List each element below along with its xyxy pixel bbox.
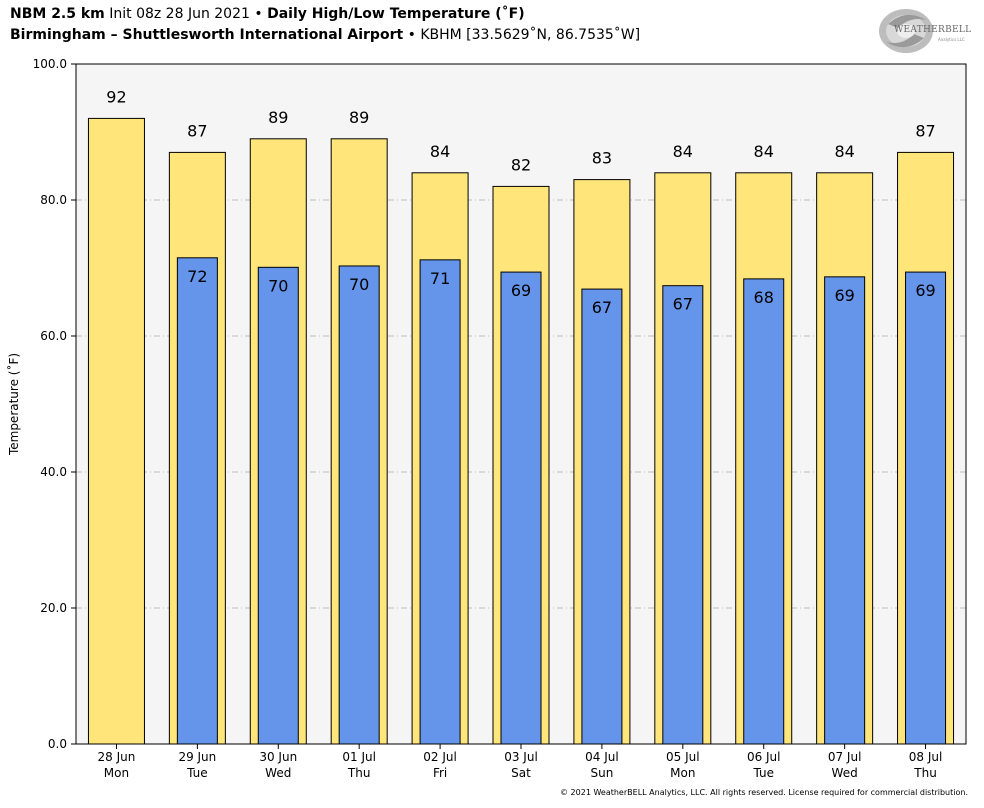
low-temp-bar: [581, 288, 623, 745]
high-temp-label: 87: [915, 121, 935, 140]
x-tick-label-day: Mon: [104, 766, 129, 780]
high-temp-label: 89: [349, 108, 369, 127]
x-tick-label-day: Sat: [511, 766, 531, 780]
model-name: NBM 2.5 km: [10, 6, 105, 22]
x-tick-label-date: 08 Jul: [909, 750, 943, 764]
plot-frame: [75, 63, 967, 745]
x-tick-label-date: 03 Jul: [504, 750, 538, 764]
high-temp-label: 84: [754, 142, 774, 161]
low-temp-bar: [500, 271, 542, 745]
low-temp-label: 70: [349, 275, 369, 294]
high-temp-bar: [87, 117, 145, 745]
weatherbell-logo: WEATHERBELL Analytics LLC: [876, 6, 972, 56]
low-temp-label: 67: [592, 298, 612, 317]
high-temp-label: 84: [834, 142, 854, 161]
y-axis-label: Temperature (˚F): [6, 353, 21, 456]
x-tick-label-date: 06 Jul: [747, 750, 781, 764]
high-temp-label: 89: [268, 108, 288, 127]
low-temp-bar: [824, 276, 866, 745]
low-temp-label: 70: [268, 276, 288, 295]
low-temp-label: 69: [511, 281, 531, 300]
x-tick-label-day: Fri: [433, 766, 447, 780]
low-temp-bar: [419, 259, 461, 745]
x-tick-label-date: 30 Jun: [259, 750, 297, 764]
low-temp-bar: [743, 278, 785, 745]
low-temp-bar: [905, 271, 947, 745]
low-temp-label: 71: [430, 269, 450, 288]
x-tick-label-day: Tue: [186, 766, 208, 780]
x-tick-label-date: 04 Jul: [585, 750, 619, 764]
high-temp-label: 82: [511, 155, 531, 174]
x-tick-label-day: Wed: [832, 766, 858, 780]
x-tick-label-day: Mon: [670, 766, 695, 780]
y-tick-label: 100.0: [33, 57, 67, 71]
low-temp-label: 68: [754, 288, 774, 307]
low-temp-label: 69: [834, 286, 854, 305]
low-temp-bar: [176, 257, 218, 745]
low-temp-label: 69: [915, 281, 935, 300]
high-temp-label: 92: [106, 87, 126, 106]
x-tick-label-day: Thu: [347, 766, 371, 780]
chart-header-line1: NBM 2.5 km Init 08z 28 Jun 2021 • Daily …: [10, 6, 525, 22]
y-tick-label: 40.0: [40, 465, 67, 479]
chart-title: Daily High/Low Temperature (˚F): [267, 6, 525, 22]
x-tick-label-date: 07 Jul: [828, 750, 862, 764]
x-tick-label-day: Tue: [752, 766, 774, 780]
x-tick-label-day: Thu: [913, 766, 937, 780]
low-temp-label: 67: [673, 295, 693, 314]
high-temp-label: 84: [673, 142, 693, 161]
logo-text: WEATHERBELL: [894, 25, 972, 35]
x-tick-label-date: 28 Jun: [98, 750, 136, 764]
weatherbell-swirl-icon: [879, 9, 933, 53]
header-separator: •: [254, 6, 263, 22]
x-tick-label-day: Sun: [590, 766, 613, 780]
x-tick-label-date: 29 Jun: [178, 750, 216, 764]
chart-header-line2: Birmingham – Shuttlesworth International…: [10, 27, 640, 43]
y-tick-label: 20.0: [40, 601, 67, 615]
station-coordinates: KBHM [33.5629˚N, 86.7535˚W]: [420, 27, 641, 43]
high-temp-label: 83: [592, 149, 612, 168]
logo-subtext: Analytics LLC: [938, 37, 965, 42]
init-time: Init 08z 28 Jun 2021: [109, 6, 250, 22]
x-tick-label-date: 05 Jul: [666, 750, 700, 764]
x-tick-label-day: Wed: [265, 766, 291, 780]
y-tick-label: 80.0: [40, 193, 67, 207]
low-temp-bar: [257, 266, 299, 745]
low-temp-bar: [338, 265, 380, 745]
location-name: Birmingham – Shuttlesworth International…: [10, 27, 404, 43]
y-tick-label: 60.0: [40, 329, 67, 343]
low-temp-bar: [662, 285, 704, 745]
x-tick-label-date: 01 Jul: [342, 750, 376, 764]
header-separator: •: [407, 27, 416, 43]
high-temp-label: 84: [430, 142, 450, 161]
low-temp-label: 72: [187, 267, 207, 286]
high-temp-label: 87: [187, 121, 207, 140]
x-tick-label-date: 02 Jul: [423, 750, 457, 764]
y-tick-label: 0.0: [48, 737, 67, 751]
copyright-notice: © 2021 WeatherBELL Analytics, LLC. All r…: [560, 788, 968, 797]
